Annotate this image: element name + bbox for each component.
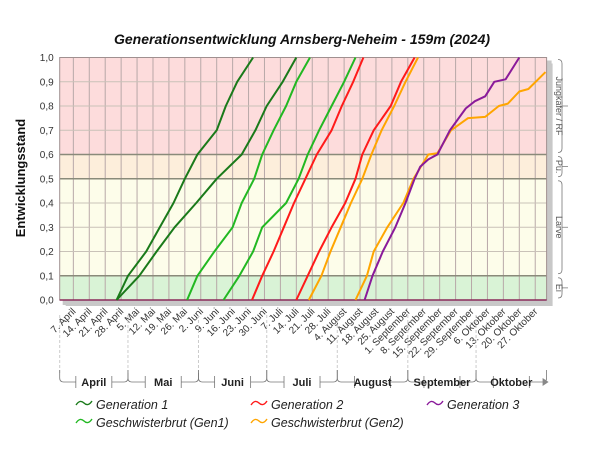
month-bracket (266, 370, 338, 388)
month-bracket (407, 370, 477, 388)
stage-label: Ei (554, 284, 564, 292)
y-tick-label: 0,9 (40, 77, 54, 88)
legend-swatch-icon (75, 418, 93, 424)
legend-swatch-icon (75, 400, 93, 406)
series-line-4 (251, 57, 365, 301)
y-ticks: 0,0 0,1 0,2 0,3 0,4 0,5 0,6 0,7 0,8 0,9 1,0 (40, 53, 54, 307)
legend-swatch-icon (426, 400, 444, 406)
month-label: April (81, 377, 106, 389)
series-line-2 (186, 57, 311, 301)
y-tick-label: 0,2 (40, 247, 54, 258)
month-bracket (198, 370, 268, 388)
legend-entry: Generation 3 (447, 398, 519, 412)
series-line-1 (115, 57, 298, 301)
legend-entry: Generation 2 (271, 398, 343, 412)
month-bracket (127, 370, 199, 388)
stage-label: Larve (554, 216, 564, 239)
y-tick-label: 0,6 (40, 150, 54, 161)
series-line-5 (295, 57, 416, 301)
y-axis-label: Entwicklungsstand (13, 119, 28, 238)
y-tick-label: 1,0 (40, 53, 54, 64)
y-tick-label: 0,8 (40, 102, 54, 113)
stage-label: Pu. (554, 160, 564, 174)
legend: Generation 1 Generation 2 Generation 3 Gesc… (75, 398, 519, 430)
stage-bracket (557, 59, 568, 153)
month-label: Juni (221, 377, 244, 389)
legend-swatch-icon (250, 400, 268, 406)
legend-entry: Geschwisterbrut (Gen1) (96, 416, 229, 430)
series-line-3 (222, 57, 357, 301)
legend-swatch-icon (250, 418, 268, 424)
month-label: Mai (154, 377, 172, 389)
series-lines (115, 56, 547, 301)
month-axis: April Mai Juni Juli August September Oktober (59, 315, 549, 389)
stage-labels: Ei Larve Pu. Jungkäfer / RF (554, 59, 568, 299)
stage-bracket (557, 156, 568, 178)
stage-bracket (557, 277, 568, 299)
month-bracket (336, 370, 409, 388)
month-label: August (354, 377, 392, 389)
y-tick-label: 0,4 (40, 199, 54, 210)
grid (59, 57, 548, 301)
month-label: September (414, 377, 472, 389)
series-line-0 (115, 56, 254, 301)
y-tick-label: 0,7 (40, 126, 54, 137)
stage-bracket (557, 180, 568, 275)
y-tick-label: 0,5 (40, 174, 54, 185)
month-label: Juli (293, 377, 312, 389)
band-0 (59, 275, 547, 300)
y-tick-label: 0,3 (40, 223, 54, 234)
y-tick-label: 0,1 (40, 271, 54, 282)
axis-arrow-icon (542, 378, 549, 386)
series-line-6 (307, 57, 419, 301)
series-line-8 (363, 56, 521, 301)
chart-title: Generationsentwicklung Arnsberg-Neheim -… (114, 31, 490, 47)
y-tick-label: 0,0 (40, 296, 54, 307)
stage-label: Jungkäfer / RF (554, 76, 564, 136)
legend-entry: Generation 1 (96, 398, 168, 412)
month-label: Oktober (490, 377, 533, 389)
legend-entry: Geschwisterbrut (Gen2) (271, 416, 404, 430)
month-bracket (59, 370, 129, 388)
